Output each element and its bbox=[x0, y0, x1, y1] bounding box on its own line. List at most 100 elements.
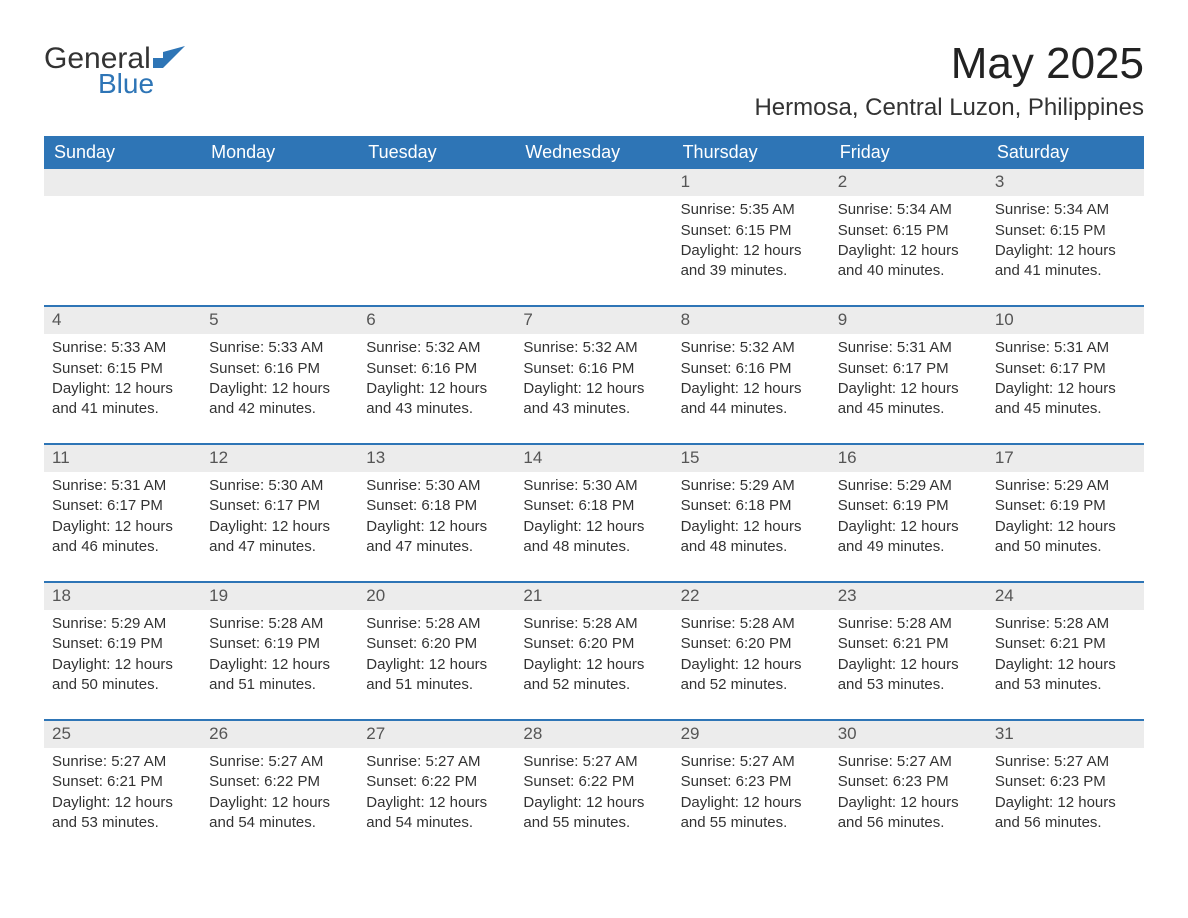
calendar-row: 18Sunrise: 5:29 AMSunset: 6:19 PMDayligh… bbox=[44, 582, 1144, 720]
calendar-cell: 28Sunrise: 5:27 AMSunset: 6:22 PMDayligh… bbox=[515, 720, 672, 857]
calendar-cell: 25 Sunrise: 5:27 AMSunset: 6:21 PMDayligh… bbox=[44, 720, 201, 857]
daylight-line: Daylight: 12 hours and 47 minutes. bbox=[366, 517, 507, 558]
sunset-line: Sunset: 6:22 PM bbox=[366, 772, 507, 792]
day-details: Sunrise: 5:28 AMSunset: 6:19 PMDaylight:… bbox=[209, 614, 350, 695]
day-number: 1 bbox=[673, 169, 830, 196]
calendar-cell: 5Sunrise: 5:33 AMSunset: 6:16 PMDaylight… bbox=[201, 306, 358, 444]
calendar-cell: 17Sunrise: 5:29 AMSunset: 6:19 PMDayligh… bbox=[987, 444, 1144, 582]
calendar-row: 11 Sunrise: 5:31 AMSunset: 6:17 PMDayligh… bbox=[44, 444, 1144, 582]
daylight-line: Daylight: 12 hours and 53 minutes. bbox=[995, 655, 1136, 696]
sunset-line: Sunset: 6:15 PM bbox=[681, 221, 822, 241]
calendar-row: 4Sunrise: 5:33 AMSunset: 6:15 PMDaylight… bbox=[44, 306, 1144, 444]
sunset-line: Sunset: 6:15 PM bbox=[995, 221, 1136, 241]
calendar-cell: 20Sunrise: 5:28 AMSunset: 6:20 PMDayligh… bbox=[358, 582, 515, 720]
day-details: Sunrise: 5:28 AMSunset: 6:21 PMDaylight:… bbox=[838, 614, 979, 695]
sunset-line: Sunset: 6:20 PM bbox=[523, 634, 664, 654]
day-number: 30 bbox=[830, 721, 987, 748]
day-number: 15 bbox=[673, 445, 830, 472]
day-number: 20 bbox=[358, 583, 515, 610]
sunrise-line: Sunrise: 5:28 AM bbox=[209, 614, 350, 634]
calendar-cell: 22Sunrise: 5:28 AMSunset: 6:20 PMDayligh… bbox=[673, 582, 830, 720]
day-number: 21 bbox=[515, 583, 672, 610]
day-details: Sunrise: 5:33 AMSunset: 6:16 PMDaylight:… bbox=[209, 338, 350, 419]
daylight-line: Daylight: 12 hours and 48 minutes. bbox=[681, 517, 822, 558]
sunset-line: Sunset: 6:20 PM bbox=[366, 634, 507, 654]
day-number: 10 bbox=[987, 307, 1144, 334]
day-number: 23 bbox=[830, 583, 987, 610]
sunset-line: Sunset: 6:17 PM bbox=[209, 496, 350, 516]
sunset-line: Sunset: 6:23 PM bbox=[995, 772, 1136, 792]
weekday-header: Wednesday bbox=[515, 136, 672, 169]
daylight-line: Daylight: 12 hours and 46 minutes. bbox=[52, 517, 193, 558]
day-details: Sunrise: 5:32 AMSunset: 6:16 PMDaylight:… bbox=[523, 338, 664, 419]
daylight-line: Daylight: 12 hours and 44 minutes. bbox=[681, 379, 822, 420]
daylight-line: Daylight: 12 hours and 55 minutes. bbox=[681, 793, 822, 834]
daylight-line: Daylight: 12 hours and 53 minutes. bbox=[52, 793, 193, 834]
sunset-line: Sunset: 6:21 PM bbox=[52, 772, 193, 792]
day-details bbox=[209, 200, 350, 270]
sunrise-line: Sunrise: 5:29 AM bbox=[995, 476, 1136, 496]
calendar-cell: 26Sunrise: 5:27 AMSunset: 6:22 PMDayligh… bbox=[201, 720, 358, 857]
calendar-row: 25Sunrise: 5:27 AMSunset: 6:21 PMDayligh… bbox=[44, 720, 1144, 857]
sunset-line: Sunset: 6:18 PM bbox=[681, 496, 822, 516]
calendar-cell: 6Sunrise: 5:32 AMSunset: 6:16 PMDaylight… bbox=[358, 306, 515, 444]
day-number: 27 bbox=[358, 721, 515, 748]
calendar-table: SundayMondayTuesdayWednesdayThursdayFrid… bbox=[44, 136, 1144, 857]
sunrise-line: Sunrise: 5:31 AM bbox=[838, 338, 979, 358]
sunrise-line: Sunrise: 5:30 AM bbox=[366, 476, 507, 496]
day-details: Sunrise: 5:27 AMSunset: 6:22 PMDaylight:… bbox=[523, 752, 664, 833]
sunrise-line: Sunrise: 5:29 AM bbox=[52, 614, 193, 634]
day-details: Sunrise: 5:31 AMSunset: 6:17 PMDaylight:… bbox=[838, 338, 979, 419]
day-number: 3 bbox=[987, 169, 1144, 196]
sunset-line: Sunset: 6:17 PM bbox=[838, 359, 979, 379]
sunset-line: Sunset: 6:20 PM bbox=[681, 634, 822, 654]
day-number: 9 bbox=[830, 307, 987, 334]
calendar-page: General Blue May 2025 Hermosa, Central L… bbox=[0, 0, 1188, 918]
day-number: 11 bbox=[44, 445, 201, 472]
day-number: 24 bbox=[987, 583, 1144, 610]
sunrise-line: Sunrise: 5:30 AM bbox=[209, 476, 350, 496]
day-number: 25 bbox=[44, 721, 201, 748]
sunset-line: Sunset: 6:19 PM bbox=[838, 496, 979, 516]
sunset-line: Sunset: 6:16 PM bbox=[523, 359, 664, 379]
calendar-cell bbox=[201, 169, 358, 306]
calendar-cell: 31Sunrise: 5:27 AMSunset: 6:23 PMDayligh… bbox=[987, 720, 1144, 857]
sunset-line: Sunset: 6:18 PM bbox=[366, 496, 507, 516]
sunrise-line: Sunrise: 5:27 AM bbox=[52, 752, 193, 772]
calendar-cell: 24Sunrise: 5:28 AMSunset: 6:21 PMDayligh… bbox=[987, 582, 1144, 720]
calendar-cell: 29Sunrise: 5:27 AMSunset: 6:23 PMDayligh… bbox=[673, 720, 830, 857]
sunrise-line: Sunrise: 5:29 AM bbox=[681, 476, 822, 496]
day-number: 29 bbox=[673, 721, 830, 748]
day-number: 6 bbox=[358, 307, 515, 334]
calendar-cell: 23 Sunrise: 5:28 AMSunset: 6:21 PMDayligh… bbox=[830, 582, 987, 720]
sunrise-line: Sunrise: 5:34 AM bbox=[838, 200, 979, 220]
day-details: Sunrise: 5:34 AMSunset: 6:15 PMDaylight:… bbox=[838, 200, 979, 281]
sunrise-line: Sunrise: 5:29 AM bbox=[838, 476, 979, 496]
day-details: Sunrise: 5:32 AMSunset: 6:16 PMDaylight:… bbox=[681, 338, 822, 419]
day-number: 26 bbox=[201, 721, 358, 748]
weekday-header: Friday bbox=[830, 136, 987, 169]
daylight-line: Daylight: 12 hours and 56 minutes. bbox=[838, 793, 979, 834]
weekday-header: Sunday bbox=[44, 136, 201, 169]
sunrise-line: Sunrise: 5:30 AM bbox=[523, 476, 664, 496]
daylight-line: Daylight: 12 hours and 42 minutes. bbox=[209, 379, 350, 420]
day-details: Sunrise: 5:33 AMSunset: 6:15 PMDaylight:… bbox=[52, 338, 193, 419]
sunrise-line: Sunrise: 5:33 AM bbox=[52, 338, 193, 358]
weekday-header: Tuesday bbox=[358, 136, 515, 169]
sunrise-line: Sunrise: 5:28 AM bbox=[681, 614, 822, 634]
daylight-line: Daylight: 12 hours and 50 minutes. bbox=[52, 655, 193, 696]
sunrise-line: Sunrise: 5:27 AM bbox=[209, 752, 350, 772]
day-number: 31 bbox=[987, 721, 1144, 748]
day-details: Sunrise: 5:31 AMSunset: 6:17 PMDaylight:… bbox=[52, 476, 193, 557]
sunrise-line: Sunrise: 5:33 AM bbox=[209, 338, 350, 358]
sunset-line: Sunset: 6:18 PM bbox=[523, 496, 664, 516]
sunrise-line: Sunrise: 5:28 AM bbox=[995, 614, 1136, 634]
day-details bbox=[523, 200, 664, 270]
sunset-line: Sunset: 6:23 PM bbox=[681, 772, 822, 792]
calendar-cell bbox=[515, 169, 672, 306]
calendar-row: 1Sunrise: 5:35 AMSunset: 6:15 PMDaylight… bbox=[44, 169, 1144, 306]
sunset-line: Sunset: 6:15 PM bbox=[52, 359, 193, 379]
day-details: Sunrise: 5:27 AMSunset: 6:21 PMDaylight:… bbox=[52, 752, 193, 833]
daylight-line: Daylight: 12 hours and 55 minutes. bbox=[523, 793, 664, 834]
calendar-cell: 15 Sunrise: 5:29 AMSunset: 6:18 PMDayligh… bbox=[673, 444, 830, 582]
